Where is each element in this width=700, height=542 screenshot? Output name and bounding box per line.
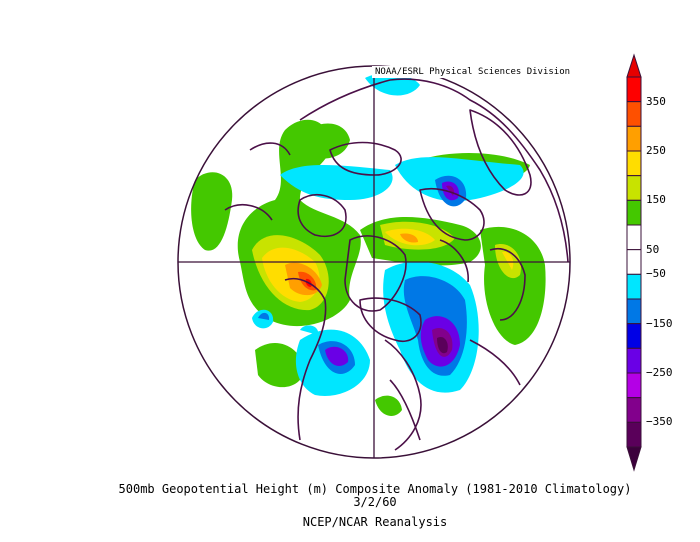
colorbar-tick-label: 250 [646,144,666,157]
colorbar-tick-label: −250 [646,366,673,379]
colorbar-tick-label: 150 [646,193,666,207]
colorbar-box [626,125,642,152]
anomaly-field [178,66,570,458]
credit-label: NOAA/ESRL Physical Sciences Division [372,66,574,78]
colorbar-box [626,76,642,103]
colorbar-bottom-arrow [626,446,642,472]
colorbar-box [626,224,642,251]
colorbar-box [626,273,642,300]
colorbar-box [626,421,642,448]
colorbar-box [626,347,642,374]
colorbar-tick-label: −150 [646,316,673,330]
colorbar-tick-label: 350 [646,94,666,108]
colorbar-box [626,323,642,349]
colorbar-box [626,101,642,127]
caption-date: 3/2/60 [353,495,397,509]
colorbar-box [626,175,642,201]
colorbar-top-arrow [626,53,642,78]
colorbar-box [626,397,642,423]
colorbar-box [626,298,642,325]
colorbar-tick-label: −50 [646,267,666,281]
caption-source: NCEP/NCAR Reanalysis [302,515,448,529]
colorbar-box [626,249,642,275]
caption-title: 500mb Geopotential Height (m) Composite … [118,482,632,496]
colorbar-box [626,199,642,226]
colorbar [626,53,642,472]
colorbar-tick-label: 50 [646,242,660,256]
colorbar-tick-label: −350 [646,415,673,429]
colorbar-box [626,372,642,399]
colorbar-box [626,150,642,177]
colorbar-boxes [626,76,642,448]
